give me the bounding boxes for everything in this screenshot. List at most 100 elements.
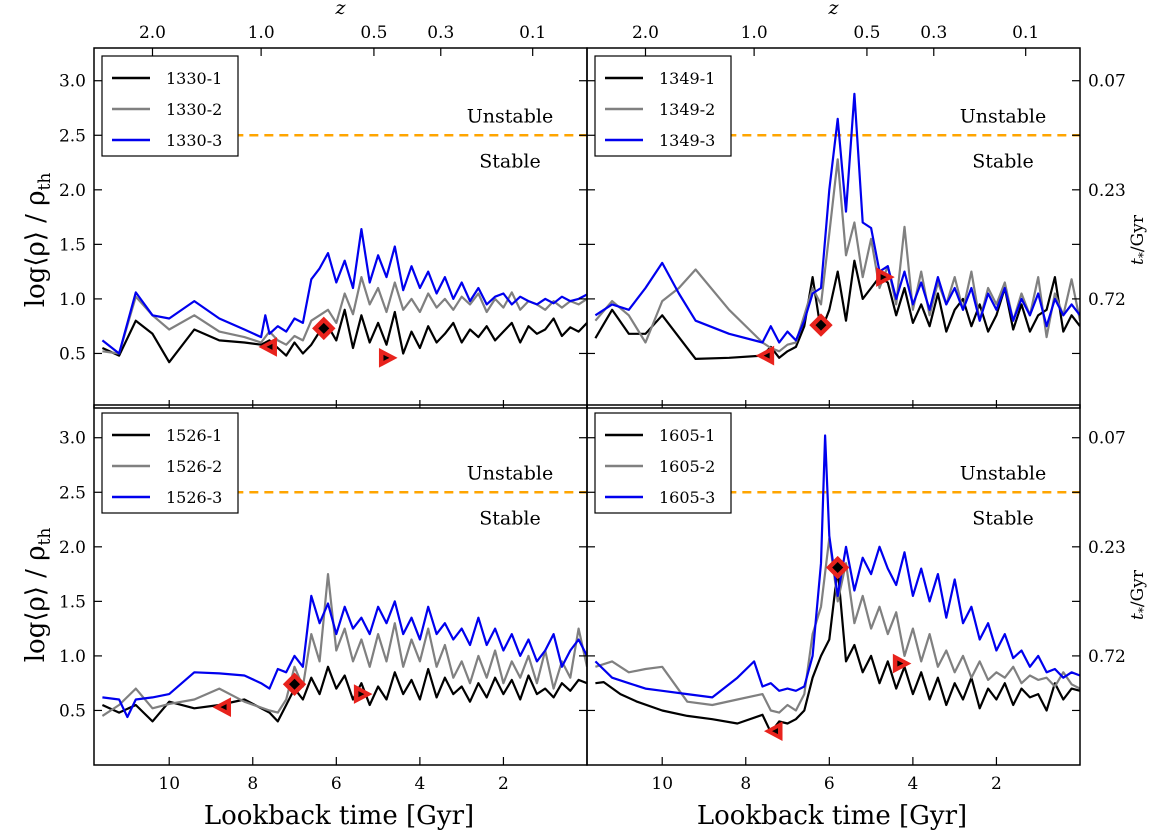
series-line-1526-1 (101, 665, 587, 723)
top-tick-label: 2.0 (139, 23, 166, 43)
marker-left-triangle-core (220, 704, 227, 711)
series-line-1526-3 (102, 594, 587, 719)
series-line-1526-2 (101, 572, 587, 717)
marker-left-triangle-core (763, 352, 770, 359)
x-axis-title-left: Lookback time [Gyr] (204, 801, 474, 831)
top-tick-label: 0.5 (360, 23, 387, 43)
legend-label: 1330-2 (166, 100, 222, 119)
right-tick-label: 0.23 (1088, 181, 1126, 201)
unstable-label: Unstable (467, 105, 553, 127)
y-axis-title-sub: th (35, 173, 55, 191)
stable-label: Stable (972, 507, 1033, 529)
marker-left-triangle-core (772, 728, 779, 735)
right-tick-label: 0.07 (1088, 72, 1126, 92)
legend-label: 1605-2 (659, 457, 715, 476)
right-tick-label: 0.07 (1088, 429, 1126, 449)
y-tick-label: 1.0 (59, 290, 86, 310)
y-tick-label: 1.0 (59, 647, 86, 667)
legend-label: 1349-3 (659, 131, 715, 150)
unstable-label: Unstable (960, 462, 1046, 484)
right-axis-title-rest: /Gyr (1128, 214, 1148, 252)
axes-frame (586, 47, 1081, 409)
x-tick-label: 4 (414, 774, 425, 794)
y-axis-title-base: log⟨ρ⟩ / ρ (21, 191, 51, 308)
legend-label: 1605-3 (659, 488, 715, 507)
panel-bottom-right: Unstable Stable 10 8 6 4 2 0.07 0.23 0.72 1605-1 16… (586, 404, 1126, 794)
legend-label: 1526-1 (166, 426, 222, 445)
x-tick-label: 10 (158, 774, 180, 794)
marker-left-triangle-core (266, 343, 273, 350)
top-tick-label: 0.1 (519, 23, 546, 43)
y-tick-label: 2.0 (59, 538, 86, 558)
top-tick-label: 0.3 (427, 23, 454, 43)
x-tick-label: 10 (651, 774, 673, 794)
marker-diamond-core (815, 319, 827, 331)
marker-right-triangle-core (880, 274, 887, 281)
top-tick-label: 1.0 (248, 23, 275, 43)
marker-diamond-core (832, 562, 844, 574)
panel-bottom-left: Unstable Stable 10 8 6 4 2 0.5 1.0 1.5 2.0 2.5 3.0 15… (59, 404, 588, 794)
series-line-1605-2 (595, 536, 1080, 714)
y-tick-label: 1.5 (59, 592, 86, 612)
y-tick-label: 2.5 (59, 483, 86, 503)
x-axis-title-right: Lookback time [Gyr] (697, 801, 967, 831)
right-tick-label: 0.72 (1088, 290, 1126, 310)
right-axis-title-base: t (1128, 258, 1148, 265)
series-line-1605-3 (594, 434, 1080, 699)
y-tick-label: 2.0 (59, 181, 86, 201)
top-tick-label: 0.1 (1012, 23, 1039, 43)
legend-label: 1330-3 (166, 131, 222, 150)
right-axis-title-sub: * (1136, 252, 1150, 258)
y-axis-title-base: log⟨ρ⟩ / ρ (21, 546, 51, 663)
top-tick-label: 0.5 (853, 23, 880, 43)
x-tick-label: 4 (907, 774, 918, 794)
unstable-label: Unstable (960, 105, 1046, 127)
panel-top-left: Unstable Stable 0.5 1.0 1.5 2.0 2.5 3.0 2.0 1.0 0.… (59, 0, 588, 409)
x-tick-label: 2 (991, 774, 1002, 794)
marker-right-triangle-core (897, 660, 904, 667)
legend-label: 1526-3 (166, 488, 222, 507)
unstable-label: Unstable (467, 462, 553, 484)
legend-label: 1330-1 (166, 69, 222, 88)
right-axis-title-rest: /Gyr (1128, 569, 1148, 607)
x-tick-label: 2 (498, 774, 509, 794)
stable-label: Stable (972, 150, 1033, 172)
right-axis-title-bottom: t*/Gyr (1128, 569, 1150, 620)
y-tick-label: 1.5 (59, 235, 86, 255)
series-line-1605-1 (595, 567, 1080, 734)
legend-label: 1349-2 (659, 100, 715, 119)
y-axis-title-top: log⟨ρ⟩ / ρth (21, 173, 55, 308)
top-tick-label: 0.3 (920, 23, 947, 43)
right-tick-label: 0.23 (1088, 538, 1126, 558)
y-tick-label: 2.5 (59, 126, 86, 146)
right-axis-title-top: t*/Gyr (1128, 214, 1150, 265)
series-line-1330-3 (101, 228, 587, 355)
x-tick-label: 6 (824, 774, 835, 794)
y-tick-label: 0.5 (59, 701, 86, 721)
marker-right-triangle-core (383, 354, 390, 361)
y-tick-label: 3.0 (59, 72, 86, 92)
series-line-1330-2 (102, 276, 587, 355)
marker-diamond-core (318, 322, 330, 334)
legend-label: 1526-2 (166, 457, 222, 476)
top-tick-label: 1.0 (741, 23, 768, 43)
y-axis-title-sub: th (35, 528, 55, 546)
top-axis-title: z (334, 0, 346, 19)
right-tick-label: 0.72 (1088, 647, 1126, 667)
panel-top-right: Unstable Stable 0.07 0.23 0.72 2.0 1.0 0.5 0.3 0.… (586, 0, 1126, 409)
legend-label: 1349-1 (659, 69, 715, 88)
series-line-1330-1 (101, 308, 587, 364)
panels: Unstable Stable 0.5 1.0 1.5 2.0 2.5 3.0 2.0 1.0 0.… (59, 0, 1126, 794)
marker-right-triangle-core (358, 691, 365, 698)
legend-label: 1605-1 (659, 426, 715, 445)
right-axis-title-base: t (1128, 613, 1148, 620)
y-axis-title-bottom: log⟨ρ⟩ / ρth (21, 528, 55, 663)
top-axis-title: z (827, 0, 839, 19)
x-tick-label: 8 (247, 774, 258, 794)
right-axis-title-sub: * (1136, 607, 1150, 613)
stable-label: Stable (479, 150, 540, 172)
y-tick-label: 0.5 (59, 344, 86, 364)
top-tick-label: 2.0 (632, 23, 659, 43)
marker-diamond-core (289, 678, 301, 690)
